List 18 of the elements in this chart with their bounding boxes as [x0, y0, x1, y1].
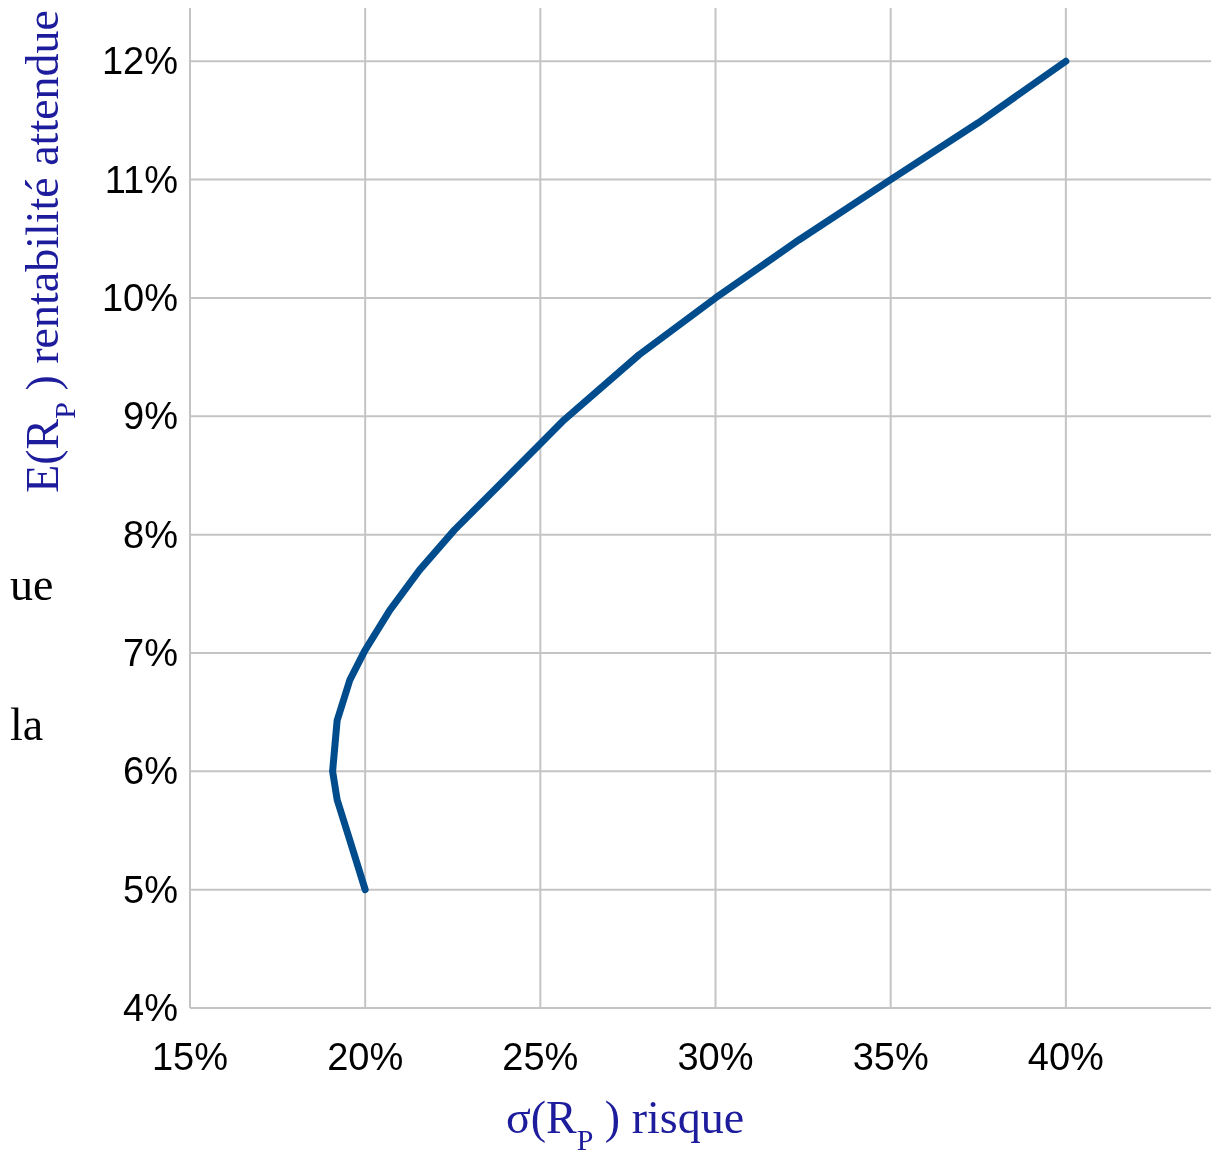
y-tick-label: 5% [123, 868, 178, 911]
y-tick-label: 11% [104, 158, 178, 201]
x-tick-label: 35% [852, 1036, 929, 1078]
x-tick-label: 20% [327, 1036, 404, 1078]
text: la [10, 699, 44, 750]
y-tick-label: 4% [123, 987, 178, 1029]
x-tick-label: 30% [677, 1036, 754, 1078]
y-tick-label: 9% [123, 395, 178, 438]
y-tick-label: 6% [123, 750, 178, 793]
x-tick-label: 15% [151, 1036, 229, 1078]
x-tick-label: 40% [1027, 1036, 1104, 1078]
x-tick-label: 25% [502, 1036, 579, 1078]
y-tick-label: 8% [123, 513, 178, 556]
y-tick-label: 12% [101, 40, 178, 83]
text: ue [10, 559, 54, 610]
x-axis-title: σ(R$_{P}$) risque [505, 1092, 745, 1156]
y-tick-label: 10% [101, 276, 178, 319]
y-tick-label: 7% [123, 631, 178, 674]
